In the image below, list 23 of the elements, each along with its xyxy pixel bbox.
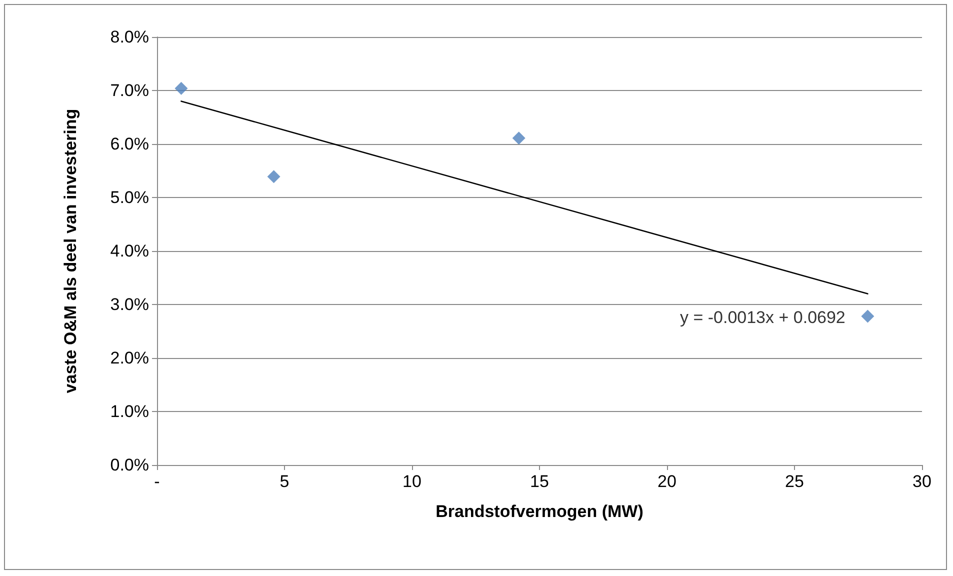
y-axis-title: vaste O&M als deel van investering: [61, 108, 80, 394]
y-tick-label: 4.0%: [110, 242, 149, 260]
y-tick-label: 6.0%: [110, 134, 149, 154]
x-tick-label: 15: [530, 472, 549, 491]
point: [861, 310, 874, 323]
x-tick-label: -: [154, 472, 160, 491]
x-axis-title: Brandstofvermogen (MW): [436, 502, 644, 521]
y-tick-label: 5.0%: [110, 188, 149, 207]
point: [267, 170, 280, 184]
x-tick-label: 30: [912, 472, 932, 491]
y-tick-label: 1.0%: [110, 402, 149, 421]
x-tick-label: 10: [402, 472, 422, 491]
x-tick-label: 5: [280, 472, 290, 491]
annotation: y = -0.0013x + 0.0692: [680, 308, 846, 327]
y-tick-label: 7.0%: [110, 81, 149, 100]
y-tick-label: 3.0%: [110, 295, 149, 314]
point: [512, 132, 526, 145]
y-tick-label: 8.0%: [110, 28, 149, 46]
x-tick-label: 25: [785, 472, 804, 491]
y-tick-label: 2.0%: [110, 348, 149, 368]
point: [174, 82, 188, 95]
y-tick-label: 0.0%: [110, 456, 149, 474]
x-tick-label: 20: [658, 472, 676, 491]
